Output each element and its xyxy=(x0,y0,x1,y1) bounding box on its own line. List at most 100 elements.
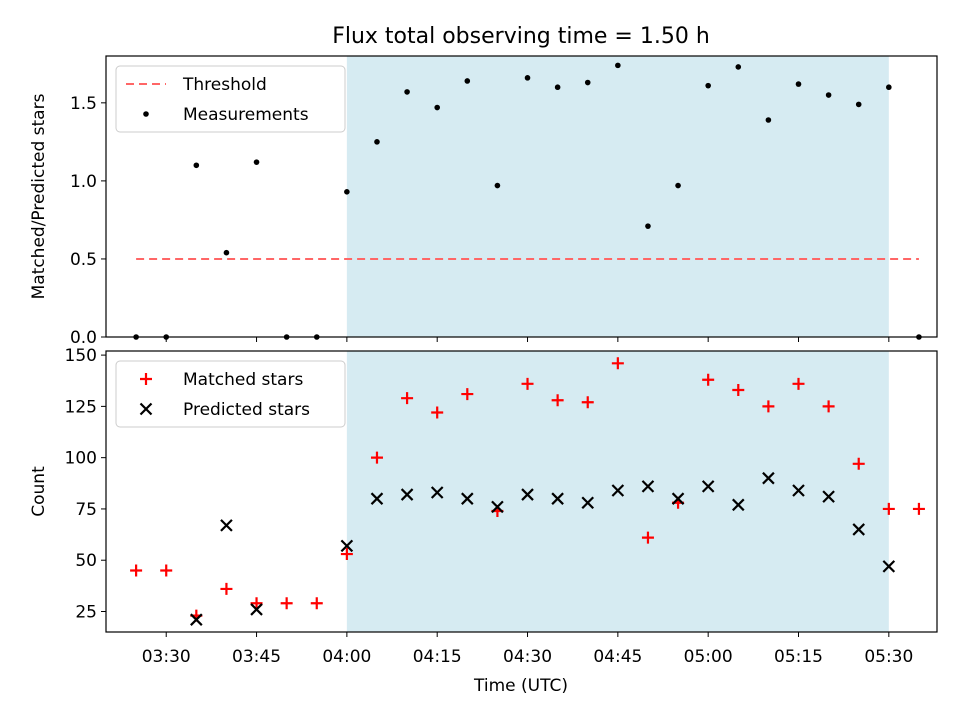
predicted-star-point xyxy=(340,539,354,553)
predicted-star-point xyxy=(400,488,414,501)
bottom-axes-frame xyxy=(105,350,938,633)
top-y-tick-label: 1.5 xyxy=(70,94,97,114)
bottom-y-tick-label: 100 xyxy=(65,449,97,469)
measurement-point xyxy=(494,182,501,189)
legend-measurements-swatch xyxy=(143,111,149,117)
predicted-star-point xyxy=(430,486,444,499)
bottom-y-axis-label: Count xyxy=(29,466,49,517)
measurement-point xyxy=(825,92,832,98)
bottom-y-tick-label: 25 xyxy=(75,602,97,622)
top-y-axis-label: Matched/Predicted stars xyxy=(29,93,49,299)
legend-predicted-swatch xyxy=(139,402,153,416)
matched-star-point xyxy=(340,548,353,561)
measurement-point xyxy=(374,139,380,145)
bottom-legend xyxy=(115,360,346,428)
bottom-x-axis-label: Time (UTC) xyxy=(473,676,568,696)
measurement-point xyxy=(253,159,260,165)
matched-star-point xyxy=(732,383,745,396)
predicted-star-point xyxy=(882,560,896,573)
matched-star-point xyxy=(551,394,564,407)
measurement-point xyxy=(584,79,591,86)
measurement-point xyxy=(645,223,651,229)
predicted-star-point xyxy=(732,498,745,512)
matched-star-point xyxy=(882,502,895,515)
measurement-point xyxy=(223,249,230,256)
measurement-point xyxy=(675,182,681,189)
x-tick-label: 05:15 xyxy=(774,647,823,667)
bottom-y-tick-label: 75 xyxy=(75,500,97,520)
predicted-star-point xyxy=(641,480,655,493)
top-y-tick-label: 1.0 xyxy=(70,172,97,192)
predicted-star-point xyxy=(792,484,805,497)
bottom-y-tick-label: 150 xyxy=(65,346,97,366)
matched-star-point xyxy=(822,400,835,413)
bottom-panel: 25 50 75 100 125 150 Count 03:30 03:45 04:00 04:15… xyxy=(29,346,938,667)
predicted-star-point xyxy=(491,500,504,514)
measurement-point xyxy=(404,89,410,95)
measurement-point xyxy=(735,64,742,70)
matched-star-point xyxy=(521,377,534,390)
predicted-star-point xyxy=(701,480,715,493)
matched-star-point xyxy=(641,531,654,544)
predicted-star-point xyxy=(671,492,685,505)
measurement-point xyxy=(344,189,350,195)
measurement-point xyxy=(855,101,862,108)
matched-star-point xyxy=(250,597,263,610)
matched-star-point xyxy=(280,597,293,610)
legend-matched-swatch xyxy=(140,373,152,385)
legend-label: Predicted stars xyxy=(183,400,310,420)
measurement-point xyxy=(795,81,802,87)
top-y-tick-label: 0.0 xyxy=(70,328,97,348)
predicted-star-point xyxy=(581,496,595,510)
top-y-tick-label: 0.5 xyxy=(70,250,97,270)
predicted-star-point xyxy=(190,613,203,626)
x-tick-label: 03:30 xyxy=(142,647,191,667)
top-chart-title: Flux total observing time = 1.50 h xyxy=(332,24,710,49)
matched-star-point xyxy=(762,400,775,413)
measurement-point xyxy=(705,82,711,89)
predicted-star-point xyxy=(370,492,384,505)
x-tick-label: 05:30 xyxy=(864,647,913,667)
matched-star-point xyxy=(431,406,444,419)
predicted-star-point xyxy=(852,523,865,536)
legend-label: Measurements xyxy=(183,105,309,125)
bottom-y-tick-label: 125 xyxy=(65,397,97,417)
measurement-point xyxy=(464,78,471,84)
x-tick-label: 04:30 xyxy=(503,647,552,667)
legend-label: Threshold xyxy=(182,75,267,95)
legend-label: Matched stars xyxy=(183,370,303,390)
top-panel: 0.0 0.5 1.0 1.5 Matched/Predicted stars Thres… xyxy=(29,55,938,348)
top-legend xyxy=(115,65,346,133)
matched-star-point xyxy=(852,457,865,470)
predicted-star-point xyxy=(551,492,564,505)
measurement-point xyxy=(524,75,531,81)
matched-star-point xyxy=(130,564,143,577)
measurement-point xyxy=(886,84,892,91)
matched-star-point xyxy=(461,388,474,401)
measurement-point xyxy=(434,104,440,111)
x-tick-label: 03:45 xyxy=(232,647,281,667)
predicted-star-point xyxy=(250,603,263,616)
matched-star-point xyxy=(220,582,233,595)
top-shaded-region xyxy=(346,56,889,337)
measurement-point xyxy=(765,117,772,123)
matched-star-point xyxy=(792,377,805,390)
measurement-point xyxy=(193,162,200,169)
predicted-star-point xyxy=(611,484,625,497)
matched-star-point xyxy=(702,373,715,386)
x-tick-label: 04:15 xyxy=(413,647,462,667)
predicted-star-point xyxy=(822,490,835,503)
x-tick-label: 04:00 xyxy=(322,647,371,667)
predicted-star-point xyxy=(220,519,233,532)
matched-star-point xyxy=(310,597,323,610)
measurement-point xyxy=(554,84,561,91)
predicted-star-point xyxy=(762,471,775,485)
measurement-point xyxy=(615,62,621,69)
matched-star-point xyxy=(611,357,624,370)
matched-star-point xyxy=(160,564,173,577)
predicted-star-point xyxy=(461,492,474,505)
matched-star-point xyxy=(581,396,594,409)
top-axes-frame xyxy=(105,55,938,338)
x-tick-label: 05:00 xyxy=(684,647,733,667)
